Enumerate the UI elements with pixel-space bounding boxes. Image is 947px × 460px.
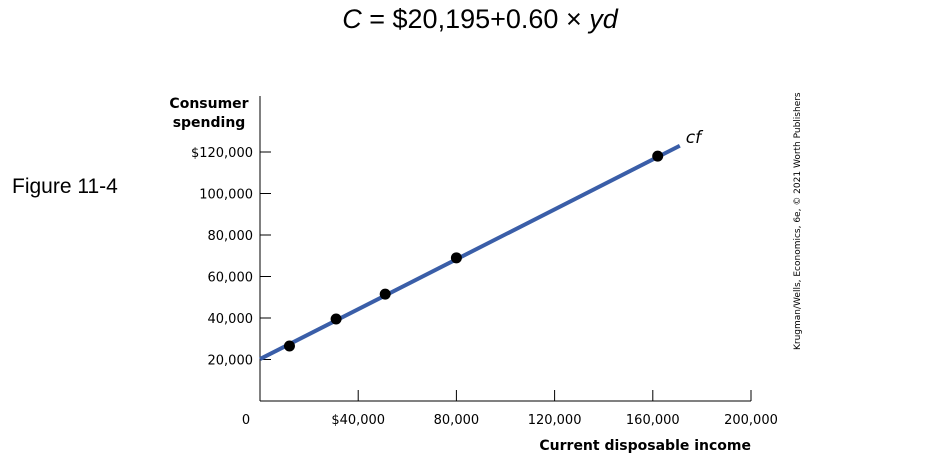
ticks: 20,000 40,000 60,000 80,000 100,000 $120,000 $… (191, 146, 778, 428)
y-axis-label-line-1: Consumer (169, 96, 248, 112)
x-axis-label: Current disposable income (539, 438, 751, 454)
series-label-cf: cf (686, 128, 704, 148)
figure-label: Figure 11-4 (12, 175, 118, 198)
x-tick-label: 200,000 (724, 413, 778, 428)
consumption-function-line (259, 143, 681, 361)
equation-title: C = $20,195+0.60 × yd (0, 4, 947, 35)
data-point (379, 288, 391, 300)
data-point (330, 313, 342, 325)
origin-label: 0 (242, 413, 250, 428)
data-point (652, 150, 664, 162)
data-point (283, 340, 295, 352)
y-tick-label: $120,000 (191, 146, 253, 161)
y-axis-label-line-2: spending (173, 115, 246, 131)
data-point (450, 252, 462, 264)
y-tick-label: 60,000 (208, 271, 254, 286)
publisher-credit: Krugman/Wells, Economics, 6e, © 2021 Wor… (793, 92, 803, 350)
axes (259, 96, 751, 402)
series: cf (259, 128, 704, 361)
x-tick-label: 160,000 (626, 413, 680, 428)
y-tick-label: 100,000 (199, 188, 253, 203)
y-tick-label: 40,000 (208, 312, 254, 327)
y-tick-label: 20,000 (208, 354, 254, 369)
equation-var-yd: yd (589, 4, 618, 34)
x-tick-label: $40,000 (331, 413, 385, 428)
x-tick-label: 80,000 (434, 413, 480, 428)
y-tick-label: 80,000 (208, 229, 254, 244)
x-tick-label: 120,000 (528, 413, 582, 428)
equation-middle: = $20,195+0.60 × (361, 4, 590, 34)
equation-var-c: C (342, 4, 362, 34)
